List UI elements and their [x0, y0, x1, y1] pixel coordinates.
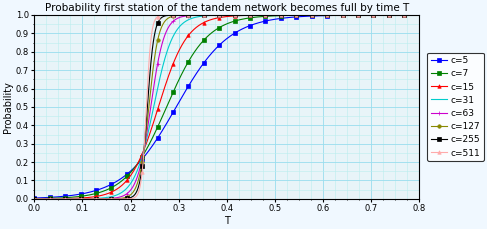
Line: c=63: c=63: [32, 13, 421, 201]
c=63: [416, 14, 422, 16]
c=5: [277, 17, 282, 20]
c=63: [323, 14, 329, 16]
c=511: [363, 14, 369, 16]
Y-axis label: Probability: Probability: [3, 81, 13, 133]
c=127: [277, 14, 282, 16]
Line: c=255: c=255: [33, 13, 421, 201]
c=255: [265, 14, 271, 16]
c=15: [416, 14, 422, 16]
c=255: [363, 14, 369, 16]
c=127: [323, 14, 329, 16]
Line: c=31: c=31: [35, 15, 419, 199]
c=255: [324, 14, 330, 16]
c=31: [55, 197, 61, 200]
c=255: [255, 14, 261, 16]
Title: Probability first station of the tandem network becomes full by time T: Probability first station of the tandem …: [45, 3, 409, 13]
c=255: [32, 198, 37, 200]
c=255: [268, 14, 274, 16]
c=255: [55, 198, 61, 200]
c=5: [323, 14, 329, 17]
c=63: [395, 14, 401, 16]
c=511: [324, 14, 330, 16]
c=31: [363, 14, 369, 16]
c=63: [277, 14, 282, 16]
c=127: [55, 198, 61, 200]
Legend: c=5, c=7, c=15, c=31, c=63, c=127, c=255, c=511: c=5, c=7, c=15, c=31, c=63, c=127, c=255…: [428, 53, 484, 161]
c=63: [255, 14, 261, 16]
c=31: [265, 14, 271, 16]
c=5: [416, 14, 422, 16]
c=15: [255, 14, 261, 16]
c=5: [265, 19, 271, 22]
c=511: [232, 14, 238, 16]
c=5: [55, 195, 61, 198]
c=511: [255, 14, 261, 16]
c=127: [32, 198, 37, 200]
c=5: [363, 14, 369, 16]
c=7: [55, 197, 61, 199]
c=31: [323, 14, 329, 16]
c=15: [323, 14, 329, 16]
c=511: [55, 198, 61, 200]
c=127: [265, 14, 271, 16]
c=255: [277, 14, 283, 16]
c=7: [277, 14, 282, 17]
c=63: [363, 14, 369, 16]
c=127: [324, 14, 330, 16]
Line: c=511: c=511: [33, 13, 421, 201]
c=31: [32, 198, 37, 200]
X-axis label: T: T: [224, 216, 230, 226]
c=7: [255, 16, 261, 18]
c=63: [265, 14, 271, 16]
c=7: [265, 15, 271, 18]
Line: c=7: c=7: [33, 13, 421, 200]
c=7: [416, 14, 422, 16]
c=15: [277, 14, 282, 16]
c=511: [416, 14, 422, 16]
c=31: [277, 14, 282, 16]
c=255: [416, 14, 422, 16]
c=127: [255, 14, 261, 16]
c=127: [363, 14, 369, 16]
c=63: [32, 198, 37, 200]
c=15: [265, 14, 271, 16]
c=511: [277, 14, 283, 16]
c=7: [32, 197, 37, 200]
c=31: [255, 14, 261, 16]
c=15: [363, 14, 369, 16]
Line: c=127: c=127: [33, 13, 421, 201]
c=5: [255, 22, 261, 24]
c=15: [55, 197, 61, 200]
c=15: [32, 197, 37, 200]
c=7: [363, 14, 369, 16]
c=63: [55, 198, 61, 200]
c=511: [32, 198, 37, 200]
c=7: [323, 14, 329, 16]
c=127: [416, 14, 422, 16]
c=31: [416, 14, 422, 16]
c=511: [265, 14, 271, 16]
Line: c=15: c=15: [33, 13, 421, 201]
Line: c=5: c=5: [33, 13, 421, 200]
c=5: [32, 197, 37, 199]
